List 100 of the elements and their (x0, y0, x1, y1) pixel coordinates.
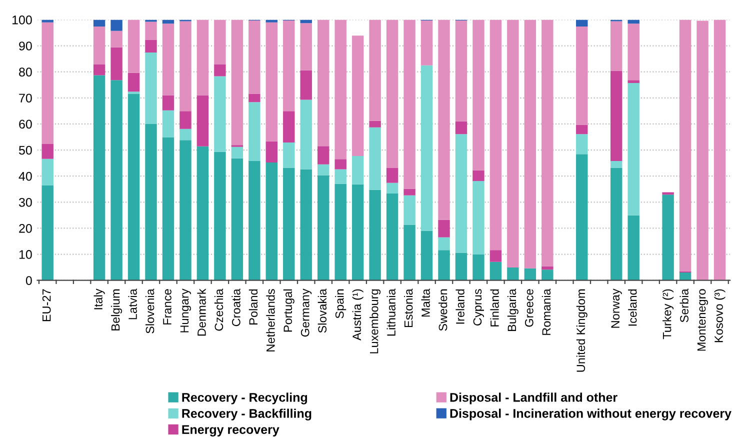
x-tick-label: Lithuania (386, 288, 396, 336)
bar (180, 140, 192, 280)
bar (455, 252, 468, 280)
bar (576, 154, 588, 280)
bar (610, 70, 622, 161)
bar (334, 169, 346, 184)
bar (248, 160, 260, 280)
x-tick-label: France (163, 289, 172, 324)
x-tick-label: Denmark (197, 288, 206, 336)
bar (42, 185, 54, 280)
bar (300, 100, 312, 170)
bar (214, 64, 226, 76)
y-tick-label: 80 (19, 68, 32, 76)
bar (93, 64, 106, 76)
bar (214, 76, 226, 152)
y-tick-label: 30 (18, 198, 32, 207)
x-tick-label: Ireland (456, 289, 464, 324)
bar (93, 26, 106, 65)
bar (628, 80, 640, 84)
bar (145, 124, 157, 280)
bar (404, 20, 416, 189)
bar (283, 142, 295, 168)
bar (524, 268, 536, 280)
x-tick-label: Bulgaria (507, 288, 518, 331)
x-tick-label: Luxembourg (370, 289, 381, 354)
bar (162, 138, 174, 280)
bar (696, 20, 708, 280)
x-tick-label: Austria (¹) (352, 289, 364, 340)
bar (679, 272, 692, 280)
bar (507, 20, 519, 268)
bar (42, 144, 54, 159)
y-tick-label: 20 (19, 224, 32, 233)
bar (110, 47, 122, 80)
legend-label: Recovery - Backfilling (182, 408, 312, 420)
x-tick-label: Latvia (128, 288, 137, 320)
bar (576, 20, 588, 26)
bar (283, 111, 295, 142)
bar (266, 141, 278, 163)
bar (110, 20, 122, 31)
x-tick-label: Spain (335, 289, 346, 318)
x-tick-label: Finland (490, 289, 499, 326)
bar (386, 168, 398, 183)
bar (214, 152, 226, 280)
bar (93, 20, 106, 26)
bar (472, 181, 484, 255)
bar (128, 72, 140, 92)
bar (490, 262, 502, 280)
x-tick-label: Germany (300, 288, 312, 337)
legend-label: Disposal - Landfill and other (450, 392, 618, 404)
y-tick-label: 60 (19, 120, 32, 129)
legend-label: Disposal - Incineration without energy recovery (450, 408, 732, 420)
bar (420, 65, 433, 231)
bar (472, 20, 484, 170)
y-tick-label: 100 (12, 16, 32, 24)
bar (472, 170, 484, 182)
bar (628, 215, 640, 280)
bar (679, 20, 692, 272)
bar (455, 20, 468, 122)
x-tick-label: Romania (542, 288, 551, 335)
bar (404, 224, 416, 280)
bar (145, 22, 157, 40)
x-tick-label: Cyprus (473, 289, 484, 326)
bar (248, 94, 260, 102)
bar (369, 20, 381, 121)
bar (662, 194, 674, 280)
bar (369, 190, 381, 280)
bar (283, 20, 295, 112)
bar (42, 20, 54, 22)
x-tick-label: Slovakia (318, 288, 327, 333)
x-tick-label: Croatia (232, 288, 240, 326)
x-tick-label: Czechia (214, 288, 224, 331)
bar (248, 102, 260, 161)
bar (334, 159, 346, 170)
bar (266, 162, 278, 280)
x-tick-label: Portugal (283, 289, 294, 332)
bar (180, 21, 192, 112)
bar (610, 160, 622, 168)
x-tick-label: Hungary (180, 288, 191, 332)
bar (317, 175, 330, 280)
bar (231, 20, 244, 146)
y-tick-label: 90 (19, 42, 32, 50)
bar (472, 254, 484, 280)
bar (300, 169, 312, 280)
y-tick-label: 10 (19, 250, 32, 259)
bar (420, 20, 433, 66)
bar (628, 24, 640, 80)
bar (542, 266, 554, 270)
y-tick-label: 70 (19, 94, 32, 103)
bar (317, 164, 330, 176)
bar (404, 188, 416, 196)
x-tick-label: EU-27 (42, 289, 51, 322)
x-tick-label: United Kingdom (576, 289, 588, 372)
bar (93, 75, 106, 280)
bar (369, 127, 381, 190)
x-tick-label: Norway (611, 288, 622, 328)
bar (386, 194, 398, 280)
y-tick-label: 0 (26, 276, 32, 285)
bar (196, 146, 209, 280)
bar (128, 20, 140, 73)
bar (438, 237, 450, 250)
